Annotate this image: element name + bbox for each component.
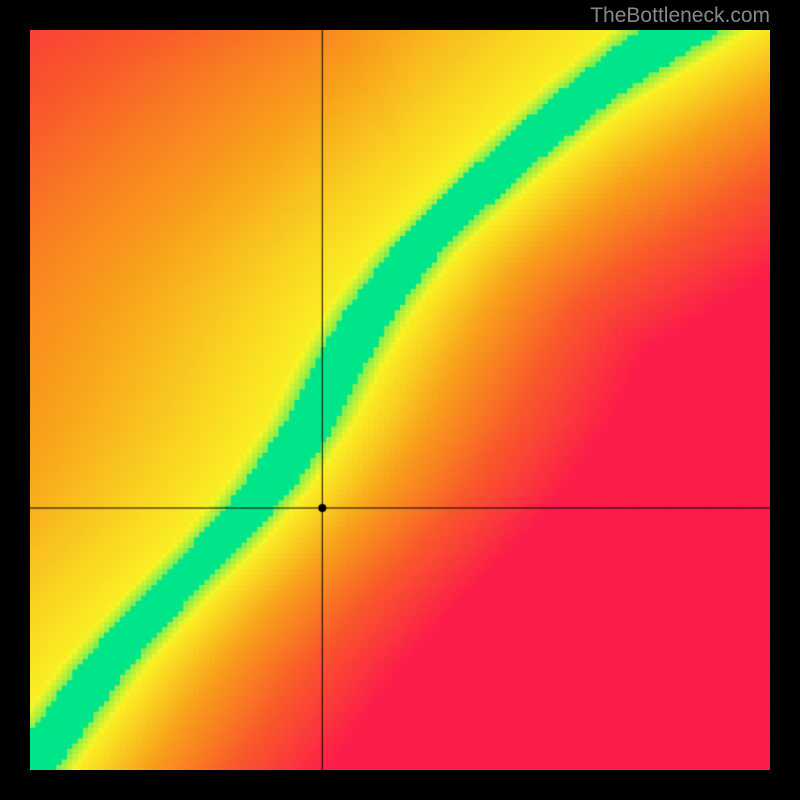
bottleneck-heatmap	[30, 30, 770, 770]
watermark-text: TheBottleneck.com	[590, 4, 770, 28]
chart-container: TheBottleneck.com	[0, 0, 800, 800]
